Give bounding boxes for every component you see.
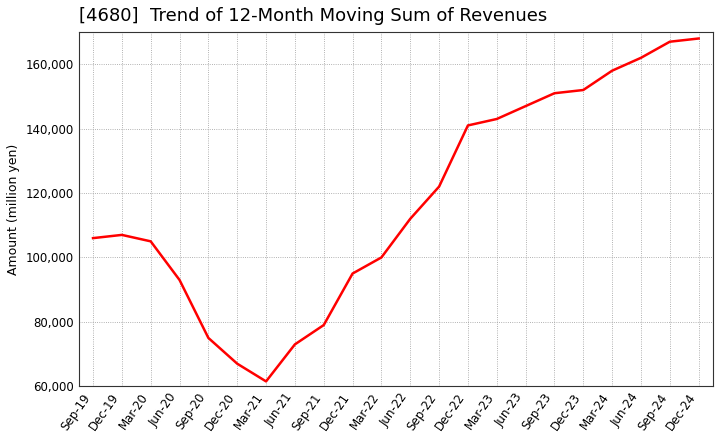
Y-axis label: Amount (million yen): Amount (million yen): [7, 143, 20, 275]
Text: [4680]  Trend of 12-Month Moving Sum of Revenues: [4680] Trend of 12-Month Moving Sum of R…: [78, 7, 547, 25]
